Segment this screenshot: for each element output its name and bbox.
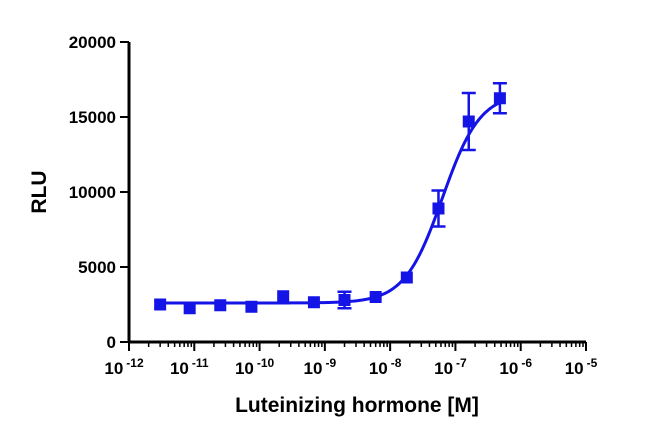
x-axis: 10 -12 10 -11 10 -10 10 -9 10 -8 10 -7 10 -6 10 -5 Lute… [104,340,598,417]
y-axis-title: RLU [28,170,51,213]
y-tick-label: 15000 [69,108,116,127]
x-tick-label: 10 -8 [369,356,402,378]
plot-area [154,82,507,315]
data-point [338,294,351,306]
data-point [369,291,382,303]
data-point [277,290,290,303]
data-point [183,302,196,315]
fit-curve [160,101,501,305]
x-tick-label: 10 -12 [104,356,144,378]
data-point [493,92,506,105]
data-point [307,296,320,309]
y-tick-label: 5000 [78,258,116,277]
x-tick-label: 10 -10 [235,356,275,378]
data-point [245,300,258,313]
y-tick-label: 20000 [69,33,116,52]
x-tick-label: 10 -9 [304,356,337,378]
x-tick-label: 10 -11 [170,356,209,378]
x-tick-label: 10 -7 [434,356,467,378]
x-axis-title: Luteinizing hormone [M] [235,394,479,417]
data-point [214,299,227,312]
y-tick-label: 0 [107,333,116,352]
data-point [462,115,475,128]
data-point [432,202,445,215]
x-tick-label: 10 -6 [499,356,532,378]
y-tick-label: 10000 [69,183,116,202]
data-point [154,298,167,311]
y-axis: 0 5000 10000 15000 20000 RLU [28,33,131,352]
data-point [400,271,413,284]
x-tick-label: 10 -5 [565,356,598,378]
